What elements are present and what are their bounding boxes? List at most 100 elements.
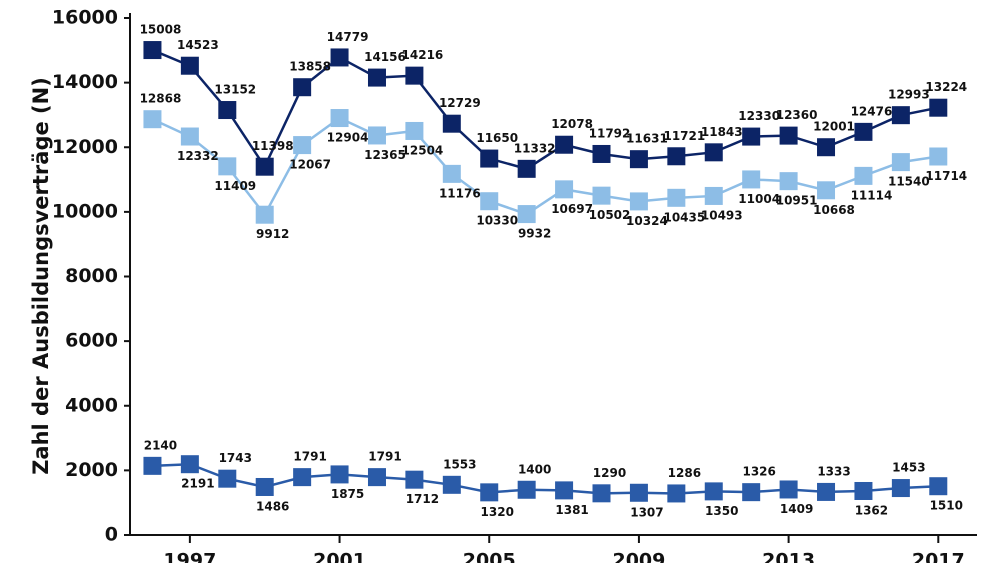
value-label: 12993	[888, 88, 930, 102]
marker	[891, 479, 910, 498]
series-line	[152, 462, 939, 495]
marker	[555, 135, 574, 154]
value-label: 11114	[851, 188, 893, 202]
value-label: 10330	[476, 214, 518, 228]
marker	[704, 482, 723, 501]
marker	[891, 153, 910, 172]
value-label: 11843	[701, 125, 743, 139]
marker	[817, 138, 836, 157]
marker	[779, 172, 798, 191]
value-label: 11398	[252, 139, 294, 153]
value-label: 10697	[551, 202, 593, 216]
marker	[330, 48, 349, 67]
value-label: 11792	[589, 126, 631, 140]
y-tick-label: 2000	[65, 459, 118, 481]
marker	[517, 480, 536, 499]
marker	[330, 465, 349, 484]
value-label: 12332	[177, 149, 219, 163]
marker	[180, 455, 199, 474]
value-label: 1791	[293, 450, 326, 464]
value-label: 14523	[177, 38, 219, 52]
value-label: 11004	[738, 192, 780, 206]
marker	[667, 484, 686, 503]
marker	[517, 205, 536, 224]
marker	[405, 121, 424, 140]
value-label: 1510	[930, 499, 963, 513]
y-tick-label: 0	[105, 524, 118, 546]
y-tick-label: 4000	[65, 394, 118, 416]
y-tick-label: 10000	[52, 200, 118, 222]
marker	[180, 127, 199, 146]
value-label: 12360	[776, 108, 818, 122]
marker	[218, 157, 237, 176]
marker	[929, 477, 948, 496]
marker	[929, 98, 948, 117]
value-label: 15008	[140, 23, 182, 37]
value-label: 10493	[701, 208, 743, 222]
marker	[143, 110, 162, 129]
value-label: 11409	[214, 179, 256, 193]
value-label: 12067	[289, 158, 331, 172]
marker	[330, 109, 349, 128]
value-label: 14216	[402, 48, 444, 62]
marker	[854, 481, 873, 500]
value-label: 11721	[663, 129, 705, 143]
marker	[592, 144, 611, 163]
value-label: 1743	[219, 451, 252, 465]
marker	[255, 477, 274, 496]
y-tick-label: 6000	[65, 330, 118, 352]
value-label: 11650	[476, 131, 518, 145]
value-label: 12078	[551, 117, 593, 131]
value-label: 1409	[780, 502, 813, 516]
marker	[218, 469, 237, 488]
value-label: 13224	[925, 80, 967, 94]
marker	[742, 483, 761, 502]
value-label: 12330	[738, 109, 780, 123]
value-label: 9912	[256, 227, 289, 241]
y-tick-label: 14000	[52, 71, 118, 93]
value-label: 12365	[364, 148, 406, 162]
marker	[218, 101, 237, 120]
marker	[704, 143, 723, 162]
value-label: 1350	[705, 504, 738, 518]
value-label: 1326	[742, 465, 775, 479]
value-label: 1307	[630, 505, 663, 519]
value-label: 1381	[555, 503, 588, 517]
marker	[293, 468, 312, 487]
series-line	[151, 116, 939, 218]
value-label: 13858	[289, 60, 331, 74]
marker	[929, 147, 948, 166]
value-label: 10668	[813, 203, 855, 217]
x-tick-label: 1997	[163, 550, 216, 563]
marker	[592, 484, 611, 503]
marker	[817, 181, 836, 200]
marker	[367, 468, 386, 487]
y-axis-title: Zahl der Ausbildungsverträge (N)	[29, 77, 53, 475]
value-label: 12001	[813, 120, 855, 134]
marker	[742, 170, 761, 189]
value-label: 10324	[626, 214, 668, 228]
x-tick-label: 2001	[313, 550, 366, 563]
value-label: 9932	[518, 227, 551, 241]
value-label: 14779	[327, 30, 369, 44]
marker	[143, 41, 162, 60]
marker	[555, 481, 574, 500]
value-label: 1453	[892, 461, 925, 475]
marker	[817, 482, 836, 501]
marker	[442, 114, 461, 133]
value-label: 1486	[256, 499, 289, 513]
value-label: 1290	[593, 466, 626, 480]
value-label: 1286	[668, 466, 701, 480]
marker	[442, 164, 461, 183]
value-label: 11332	[514, 141, 556, 155]
value-label: 1400	[518, 462, 551, 476]
x-tick-label: 2013	[762, 550, 815, 563]
value-label: 10951	[776, 194, 818, 208]
value-label: 12476	[851, 104, 893, 118]
marker	[405, 66, 424, 85]
value-label: 11714	[925, 169, 967, 183]
x-tick-label: 2005	[463, 550, 516, 563]
marker	[592, 186, 611, 205]
